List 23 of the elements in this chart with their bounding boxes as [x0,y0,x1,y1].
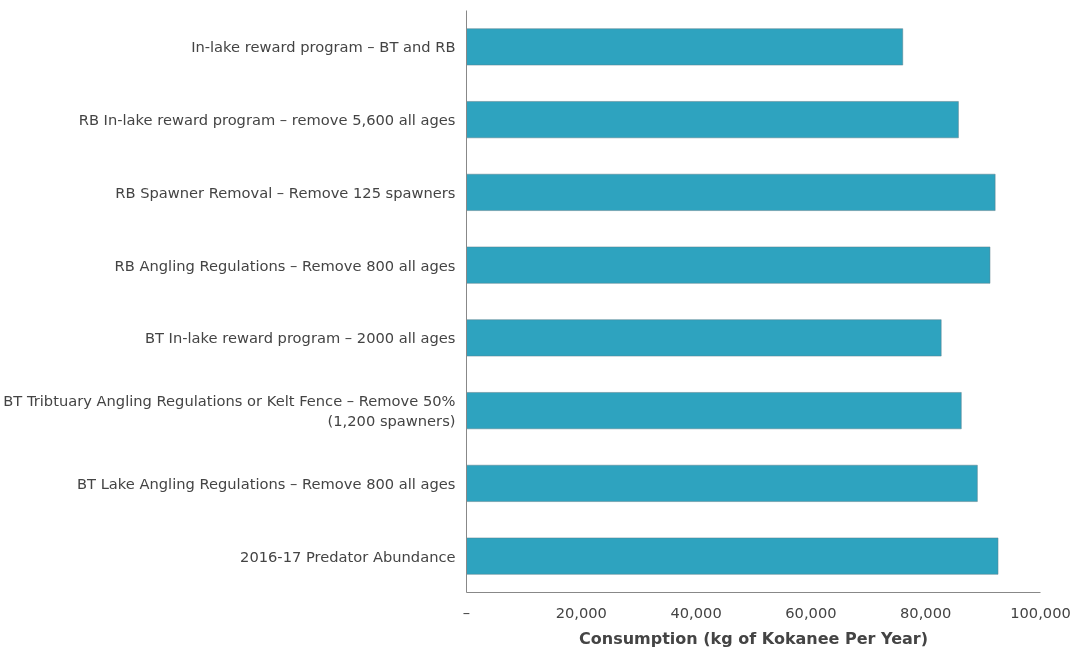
y-tick-label: RB Spawner Removal – Remove 125 spawners [115,183,456,201]
bar [466,173,996,211]
y-tick-label: In-lake reward program – BT and RB [191,38,456,56]
x-axis-title: Consumption (kg of Kokanee Per Year) [579,628,928,648]
x-tick-label: 60,000 [785,603,837,621]
y-tick-label: BT In-lake reward program – 2000 all ages [144,329,456,347]
x-tick-label: 80,000 [900,603,952,621]
bar [466,101,959,139]
bar [466,464,978,502]
y-tick-label: BT Tribtuary Angling Regulations or Kelt Fence – Remove 50% (1,200 spawners) [3,391,456,430]
x-tick-label: 40,000 [670,603,722,621]
x-tick-label: 100,000 [1010,603,1071,621]
x-tick-label: – [462,603,471,621]
x-tick-label: 20,000 [555,603,607,621]
y-tick-label: RB In-lake reward program – remove 5,600 all ages [78,111,456,129]
y-tick-label: RB Angling Regulations – Remove 800 all ages [114,256,456,274]
bar [466,28,903,66]
y-tick-label: BT Lake Angling Regulations – Remove 800 all ages [77,474,456,492]
bar [466,537,999,575]
y-tick-label: 2016-17 Predator Abundance [240,547,456,565]
bar [466,319,942,357]
bar [466,392,962,430]
bar [466,246,991,284]
